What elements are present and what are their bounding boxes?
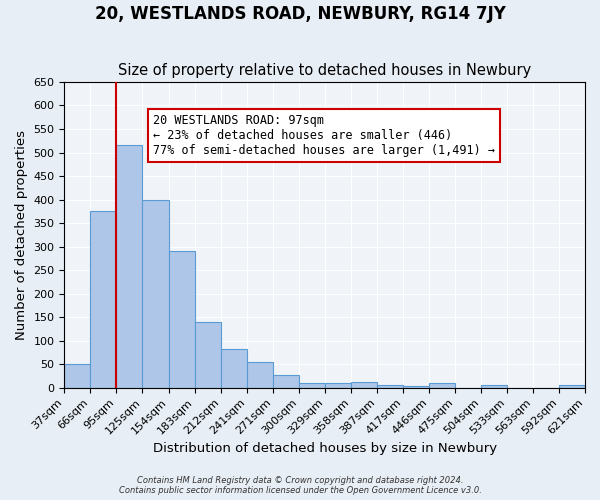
Bar — [91, 212, 116, 388]
Bar — [221, 349, 247, 388]
Bar — [169, 252, 194, 388]
Bar — [64, 364, 91, 388]
Bar — [325, 383, 351, 388]
Bar — [299, 383, 325, 388]
Y-axis label: Number of detached properties: Number of detached properties — [15, 130, 28, 340]
Bar — [351, 382, 377, 388]
Bar — [377, 386, 403, 388]
Bar — [247, 362, 272, 388]
Bar — [481, 386, 507, 388]
Bar — [272, 374, 299, 388]
Text: 20 WESTLANDS ROAD: 97sqm
← 23% of detached houses are smaller (446)
77% of semi-: 20 WESTLANDS ROAD: 97sqm ← 23% of detach… — [153, 114, 495, 157]
Bar — [403, 386, 429, 388]
Text: Contains HM Land Registry data © Crown copyright and database right 2024.
Contai: Contains HM Land Registry data © Crown c… — [119, 476, 481, 495]
Bar — [194, 322, 221, 388]
Bar — [559, 386, 585, 388]
Bar — [429, 383, 455, 388]
Bar — [116, 146, 142, 388]
Text: 20, WESTLANDS ROAD, NEWBURY, RG14 7JY: 20, WESTLANDS ROAD, NEWBURY, RG14 7JY — [95, 5, 505, 23]
X-axis label: Distribution of detached houses by size in Newbury: Distribution of detached houses by size … — [152, 442, 497, 455]
Bar — [142, 200, 169, 388]
Title: Size of property relative to detached houses in Newbury: Size of property relative to detached ho… — [118, 63, 532, 78]
